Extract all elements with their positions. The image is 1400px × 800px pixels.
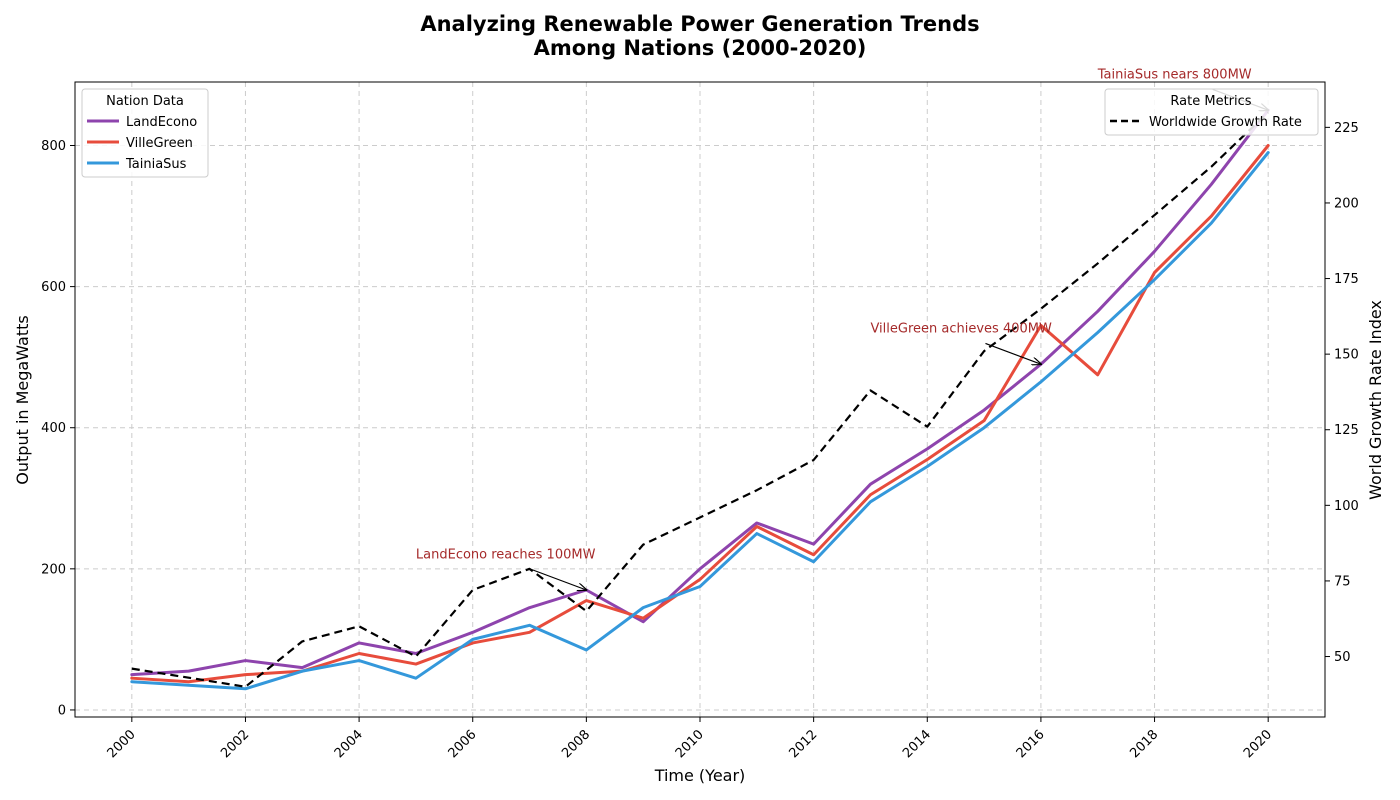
y-axis-left-label: Output in MegaWatts — [13, 315, 32, 484]
legend-nation-data-title: Nation Data — [106, 94, 184, 109]
legend-rate-metrics-title: Rate Metrics — [1170, 94, 1251, 109]
series-line-tainiasus — [130, 151, 1270, 691]
legend-label-landecono: LandEcono — [126, 115, 197, 130]
y-right-tick-label-50: 50 — [1334, 650, 1351, 665]
annotation-arrow-1 — [530, 568, 586, 590]
y-right-tick-label-125: 125 — [1334, 423, 1359, 438]
y-right-tick-label-75: 75 — [1334, 574, 1351, 589]
chart-title-line-2: Among Nations (2000-2020) — [534, 36, 867, 60]
legend-nation-data-box — [81, 88, 209, 178]
series-line-landecono — [130, 108, 1270, 677]
y-left-tick-label-0: 0 — [58, 703, 66, 718]
series-line-villegreen — [130, 144, 1270, 684]
legend-label-worldwide-growth-rate: Worldwide Growth Rate — [1149, 115, 1302, 130]
y-right-tick-label-200: 200 — [1334, 196, 1359, 211]
annotation-text-2: VilleGreen achieves 400MW — [870, 321, 1052, 336]
legend-rate-metrics: Rate Metrics Worldwide Growth Rate — [1104, 88, 1319, 136]
y-axis-right-label: World Growth Rate Index — [1366, 300, 1385, 500]
y-left-tick-label-400: 400 — [41, 421, 66, 436]
y-right-tick-label-100: 100 — [1334, 499, 1359, 514]
annotation-arrow-2 — [985, 342, 1040, 364]
legend-rate-metrics-box — [1104, 88, 1319, 136]
y-left-tick-label-800: 800 — [41, 139, 66, 154]
y-right-tick-label-175: 175 — [1334, 272, 1359, 287]
annotation-text-3: TainiaSus nears 800MW — [1097, 67, 1252, 82]
series-layer — [130, 108, 1270, 691]
legend-nation-data: Nation Data LandEcono VilleGreen TainiaS… — [81, 88, 209, 178]
annotation-layer: LandEcono reaches 100MW VilleGreen achiev… — [416, 67, 1268, 590]
series-line-worldwide-growth-rate — [131, 111, 1269, 688]
y-right-tick-label-225: 225 — [1334, 121, 1359, 136]
y-right-tick-label-150: 150 — [1334, 348, 1359, 363]
legend-label-villegreen: VilleGreen — [126, 136, 193, 151]
grid — [75, 82, 1325, 717]
x-axis-label: Time (Year) — [654, 766, 746, 785]
y-left-tick-label-200: 200 — [41, 562, 66, 577]
legend-label-tainiasus: TainiaSus — [125, 157, 187, 172]
annotation-text-1: LandEcono reaches 100MW — [416, 547, 596, 562]
y-axis-right: 50 75 100 125 150 175 200 225 — [1325, 121, 1359, 665]
chart-title-line-1: Analyzing Renewable Power Generation Tre… — [420, 12, 979, 36]
y-left-tick-label-600: 600 — [41, 280, 66, 295]
y-axis-left: 0 200 400 600 800 — [41, 139, 75, 718]
